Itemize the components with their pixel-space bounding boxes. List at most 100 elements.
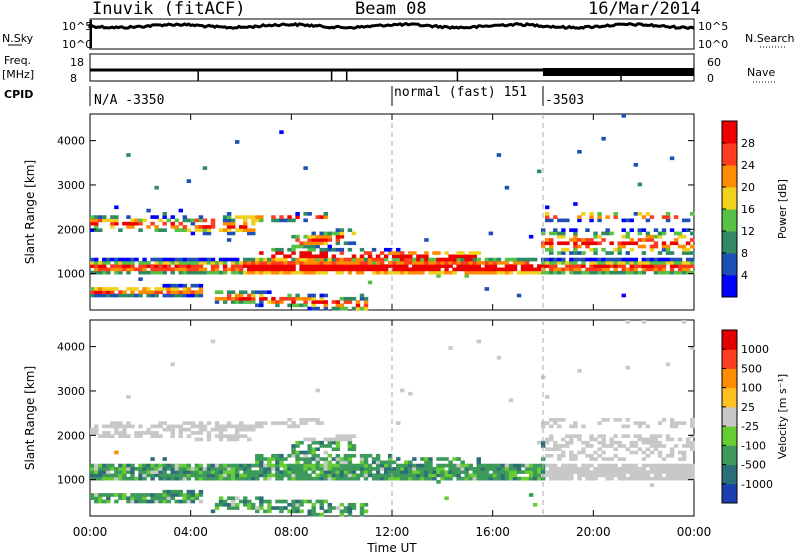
heatmap-cell [504,267,510,272]
heatmap-cell [359,502,365,507]
heatmap-cell [134,431,139,435]
heatmap-cell [291,300,296,304]
heatmap-cell [629,247,634,252]
heatmap-cell [186,467,192,471]
heatmap-cell [621,244,626,249]
heatmap-cell [613,470,618,474]
x-tick-label: 00:00 [73,525,108,539]
heatmap-cell [440,270,445,275]
heatmap-cell [255,421,260,425]
heatmap-cell [689,434,695,438]
heatmap-cell [234,506,240,510]
heatmap-cell [259,457,264,461]
heatmap-cell [689,270,695,275]
heatmap-cell [685,470,691,474]
heatmap-cell [210,463,216,468]
heatmap-cell [255,496,260,501]
heatmap-cell [182,467,188,471]
heatmap-cell [114,270,119,275]
heatmap-cell [653,241,659,246]
heatmap-cell [484,267,490,272]
freq-unit: [MHz] [2,68,34,81]
heatmap-cell [601,231,606,236]
heatmap-cell [681,261,687,265]
heatmap-cell [387,470,393,474]
heatmap-cell [536,470,542,474]
heatmap-cell [363,470,369,474]
heatmap-cell [134,496,139,501]
heatmap-cell [665,247,671,252]
heatmap-cell [243,290,248,295]
heatmap-cell [138,431,143,435]
heatmap-cell [343,506,349,510]
heatmap-cell [585,467,590,471]
heatmap-cell [158,493,163,497]
heatmap-cell [480,473,486,478]
heatmap-cell [275,457,280,461]
heatmap-cell [218,424,224,429]
heatmap-cell [641,450,647,455]
heatmap-cell [347,440,353,445]
heatmap-cell [243,257,248,262]
heatmap-cell [476,270,481,275]
heatmap-cell [247,502,252,507]
heatmap-cell [657,450,663,455]
heatmap-cell [194,463,200,468]
heatmap-cell [259,267,264,272]
heatmap-cell [661,228,667,232]
heatmap-cell [303,476,308,481]
heatmap-cell [243,467,248,471]
heatmap-cell [303,457,308,461]
heatmap-cell [126,463,131,468]
heatmap-cell [182,228,188,232]
heatmap-cell [408,254,413,259]
heatmap-cell [271,467,276,471]
heatmap-cell [573,228,578,232]
heatmap-cell [287,293,292,298]
heatmap-cell [557,251,562,255]
heatmap-cell [327,234,332,239]
heatmap-cell [681,251,687,255]
heatmap-cell [210,264,216,268]
heatmap-cell [468,264,473,268]
heatmap-cell [355,267,361,272]
heatmap-cell [669,437,675,442]
heatmap-cell [98,264,103,268]
heatmap-cell [428,467,433,471]
heatmap-cell [178,499,184,504]
nsky-tick-low: 10^0 [62,38,92,51]
heatmap-cell [279,457,284,461]
heatmap-cell [126,470,131,474]
heatmap-cell [291,506,296,510]
heatmap-cell [689,476,695,481]
heatmap-cell [549,437,554,442]
heatmap-cell [645,231,651,236]
heatmap-cell [456,470,461,474]
heatmap-cell [545,261,550,265]
heatmap-cell [472,254,477,259]
heatmap-cell [621,463,626,468]
heatmap-cell [247,257,252,262]
heatmap-cell [331,257,337,262]
heatmap-cell [150,267,155,272]
heatmap-cell [468,270,473,275]
heatmap-cell [400,267,405,272]
heatmap-cell [335,506,341,510]
heatmap-cell [122,293,127,298]
heatmap-cell [359,463,365,468]
heatmap-cell [331,254,337,259]
heatmap-cell [331,264,337,268]
heatmap-cell [130,470,135,474]
heatmap-cell [339,502,345,507]
heatmap-cell [355,463,361,468]
heatmap-cell [400,254,405,259]
heatmap-cell [243,300,248,304]
heatmap-cell [170,257,175,262]
heatmap-cell [114,467,119,471]
heatmap-cell [689,463,695,468]
heatmap-cell [251,231,256,236]
heatmap-cell [404,470,409,474]
heatmap-cell [202,476,208,481]
heatmap-cell [130,225,135,229]
heatmap-cell [206,228,212,232]
